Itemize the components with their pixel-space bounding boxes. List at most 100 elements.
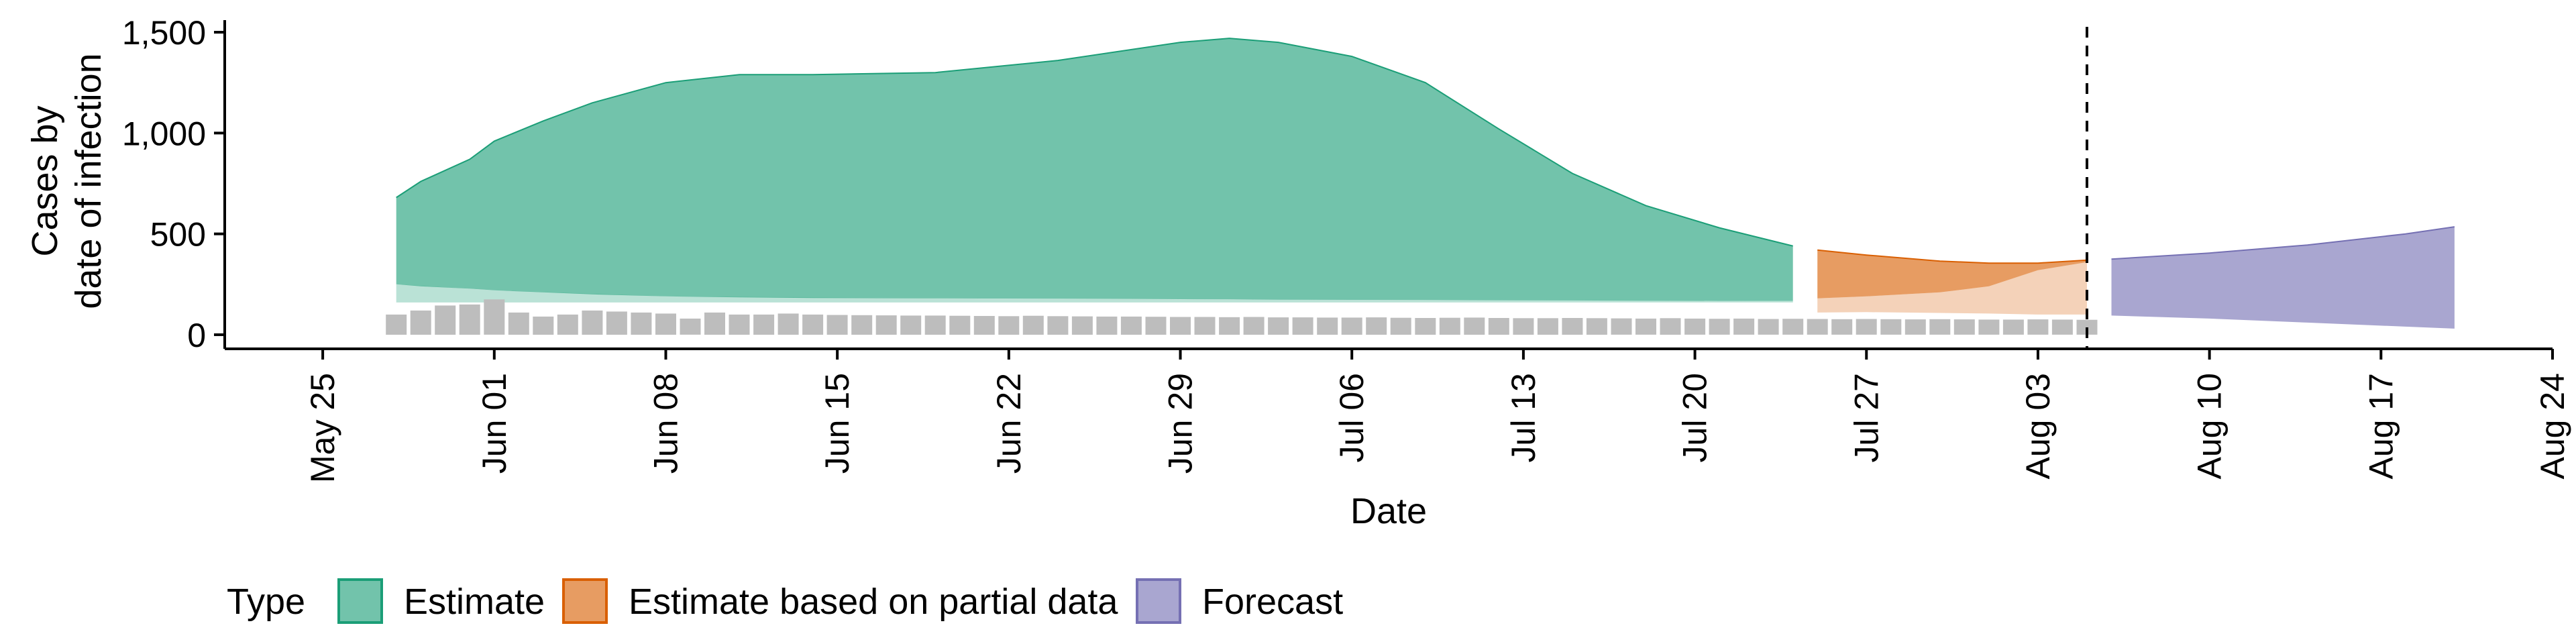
y-tick-label: 1,000: [122, 115, 206, 152]
data-bar: [1831, 319, 1853, 335]
y-tick-label: 0: [187, 317, 206, 354]
data-bar: [386, 314, 407, 335]
data-bar: [631, 312, 652, 335]
x-tick-label: Jul 20: [1676, 373, 1714, 462]
y-axis-title-line-2: date of infection: [68, 53, 109, 309]
data-bar: [1929, 319, 1951, 335]
x-tick-label: Jun 29: [1162, 373, 1199, 474]
data-bar: [1415, 318, 1436, 335]
data-bar: [606, 311, 627, 335]
data-bar: [1268, 317, 1289, 335]
data-bar: [2076, 319, 2098, 335]
data-bar: [1978, 319, 2000, 335]
data-bar: [1219, 317, 1240, 335]
data-bar: [1366, 317, 1387, 335]
x-tick-label: Jul 06: [1333, 373, 1371, 462]
data-bar: [924, 315, 946, 335]
data-bar: [1341, 317, 1362, 335]
data-bar: [1390, 317, 1411, 335]
x-tick-label: Jun 22: [990, 373, 1028, 474]
legend-key-estimate: [337, 578, 383, 624]
data-bar: [826, 315, 848, 335]
data-bar: [875, 315, 897, 335]
data-bar: [1317, 317, 1338, 335]
data-bar: [2002, 319, 2024, 335]
data-bar: [1904, 319, 1926, 335]
data-bar: [1782, 319, 1804, 335]
data-bar: [753, 314, 775, 335]
legend-key-partial: [562, 578, 608, 624]
data-bars: [386, 299, 2098, 335]
data-bar: [704, 312, 725, 335]
data-bar: [1709, 319, 1730, 335]
axes: 0 500 1,000 1,500 May 25 Jun 01 Jun 08 Jun 15 Ju…: [122, 14, 2571, 483]
band-inner-estimate: [396, 284, 1793, 303]
data-bar: [1733, 318, 1755, 335]
data-bar: [1439, 317, 1460, 335]
data-bar: [900, 315, 922, 335]
y-tick-label: 500: [150, 216, 206, 254]
data-bar: [1807, 319, 1828, 335]
data-bar: [1022, 315, 1044, 335]
x-tick-label: Aug 10: [2191, 373, 2229, 479]
data-bar: [998, 316, 1020, 335]
x-tick-label: Jul 27: [1847, 373, 1885, 462]
data-bar: [582, 310, 603, 335]
legend-label-partial: Estimate based on partial data: [629, 582, 1118, 622]
data-bar: [1660, 318, 1681, 335]
x-tick-label: Jun 08: [647, 373, 685, 474]
data-bar: [1120, 316, 1142, 335]
data-bar: [1194, 317, 1216, 335]
data-bar: [1953, 319, 1975, 335]
data-bar: [680, 318, 701, 335]
data-bar: [557, 314, 578, 335]
data-bar: [1096, 316, 1118, 335]
legend-label-estimate: Estimate: [404, 582, 545, 622]
x-tick-label: Aug 03: [2019, 373, 2057, 479]
data-bar: [2051, 319, 2073, 335]
band-edge-estimate: [396, 38, 1793, 247]
y-axis-title: Cases by date of infection: [25, 53, 109, 309]
data-bar: [777, 313, 799, 335]
data-bar: [1047, 316, 1069, 335]
data-bar: [1635, 318, 1656, 335]
band-inner-estimate-based-on-partial-data: [1817, 262, 2087, 315]
legend-item-partial[interactable]: Estimate based on partial data: [562, 578, 1118, 624]
y-tick-label: 1,500: [122, 14, 206, 52]
data-bar: [973, 316, 995, 335]
x-tick-label: Jun 01: [476, 373, 513, 474]
data-bar: [1856, 319, 1877, 335]
data-bar: [729, 314, 750, 335]
data-bar: [410, 310, 431, 335]
data-bar: [1464, 317, 1485, 335]
band-edge-forecast: [2111, 226, 2455, 260]
data-bar: [1292, 317, 1313, 335]
data-bar: [1537, 318, 1558, 335]
data-bar: [1071, 316, 1093, 335]
data-bar: [949, 315, 971, 335]
legend: Type Estimate Estimate based on partial …: [227, 578, 1343, 624]
legend-key-forecast: [1136, 578, 1181, 624]
data-bar: [802, 314, 824, 335]
data-bar: [1170, 317, 1191, 335]
data-bar: [508, 312, 529, 335]
x-tick-label: Aug 24: [2534, 373, 2571, 479]
band-edge-estimate-based-on-partial-data: [1817, 249, 2088, 264]
legend-item-forecast[interactable]: Forecast: [1136, 578, 1343, 624]
data-bar: [1684, 318, 1706, 335]
band-outer-estimate: [396, 38, 1793, 301]
series-bands: [396, 38, 2455, 329]
band-outer-forecast: [2111, 227, 2455, 329]
legend-item-estimate[interactable]: Estimate: [337, 578, 545, 624]
y-axis-title-line-1: Cases by: [25, 105, 65, 256]
data-bar: [1758, 319, 1779, 335]
x-tick-label: Jul 13: [1505, 373, 1542, 462]
band-outer-estimate-based-on-partial-data: [1817, 250, 2087, 299]
data-bar: [1488, 318, 1509, 335]
data-bar: [1513, 318, 1534, 335]
data-bar: [1145, 317, 1167, 335]
legend-title: Type: [227, 582, 305, 622]
data-bar: [459, 304, 480, 335]
x-tick-label: Aug 17: [2362, 373, 2400, 479]
